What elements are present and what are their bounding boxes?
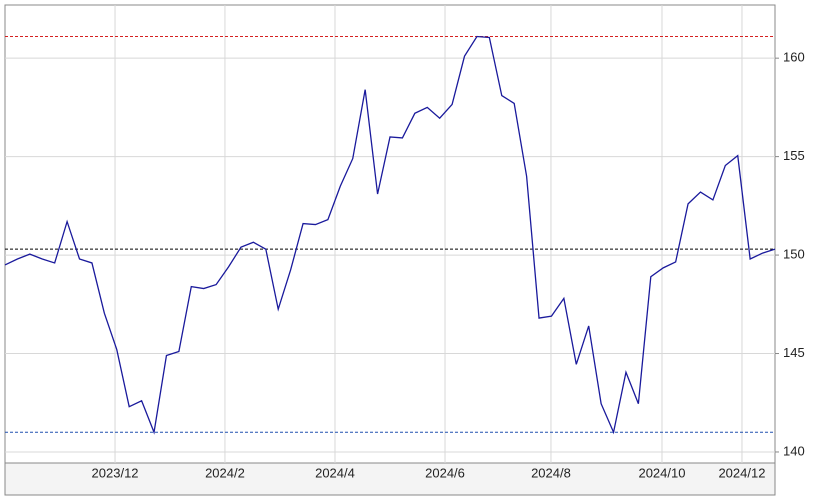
- x-tick-label: 2024/2: [205, 465, 245, 480]
- y-tick-label: 155: [783, 148, 805, 163]
- x-axis-band: [4, 462, 776, 496]
- price-line: [4, 35, 776, 435]
- x-tick-label: 2024/8: [531, 465, 571, 480]
- y-tick-label: 140: [783, 443, 805, 458]
- plot-area: [4, 4, 776, 464]
- x-tick-label: 2024/6: [425, 465, 465, 480]
- x-tick-label: 2023/12: [92, 465, 139, 480]
- y-tick-label: 145: [783, 345, 805, 360]
- x-tick-label: 2024/12: [718, 465, 765, 480]
- x-tick-label: 2024/10: [638, 465, 685, 480]
- y-tick-label: 160: [783, 50, 805, 65]
- x-tick-label: 2024/4: [315, 465, 355, 480]
- y-tick-label: 150: [783, 247, 805, 262]
